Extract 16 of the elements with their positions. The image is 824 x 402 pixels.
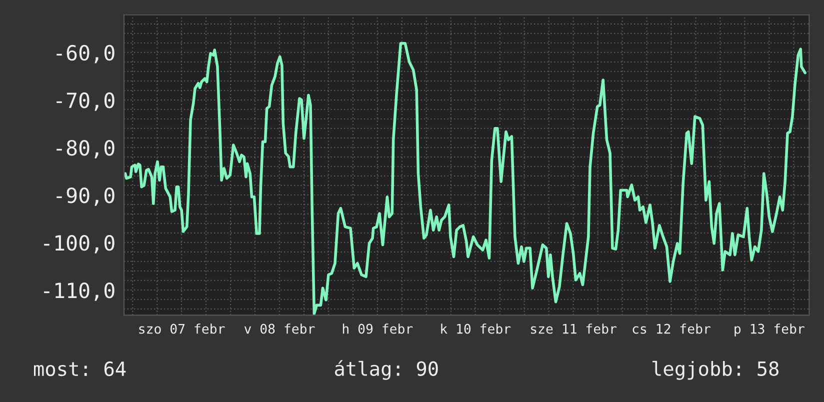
x-tick-label: cs 12 febr <box>632 324 710 334</box>
x-tick-label: k 10 febr <box>441 324 511 334</box>
x-tick-label: v 08 febr <box>244 324 315 334</box>
y-tick-label: -70,0 <box>56 92 114 111</box>
x-tick-label: sze 11 febr <box>530 324 616 334</box>
y-tick-label: -100,0 <box>44 234 114 254</box>
x-tick-label: szo 07 febr <box>139 324 225 334</box>
y-tick-label: -80,0 <box>56 140 114 158</box>
text: most: 64 <box>34 361 126 376</box>
x-tick-label: p 13 febr <box>734 324 804 336</box>
y-tick-label: -60,0 <box>56 44 114 64</box>
text: legjobb: 58 <box>652 360 778 380</box>
x-tick-label: h 09 febr <box>342 324 413 334</box>
y-tick-label: -90,0 <box>56 187 114 206</box>
y-tick-label: -110,0 <box>44 282 114 301</box>
text: átlag: 90 <box>334 360 438 380</box>
